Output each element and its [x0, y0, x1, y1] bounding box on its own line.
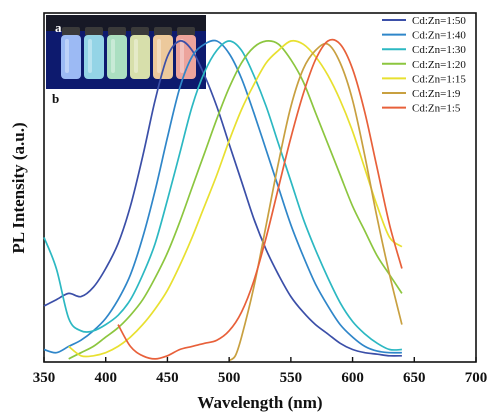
vial-body: [176, 35, 196, 79]
vial-body: [84, 35, 104, 79]
vial-cap: [177, 27, 195, 36]
vial-body: [61, 35, 81, 79]
legend: Cd:Zn=1:50 Cd:Zn=1:40 Cd:Zn=1:30 Cd:Zn=1:20…: [382, 15, 466, 115]
x-tick-label: 400: [94, 370, 117, 386]
plot-frame: [43, 12, 477, 363]
panel-label-b: b: [52, 91, 59, 106]
legend-entry: Cd:Zn=1:40: [412, 30, 466, 42]
vial-highlight: [65, 39, 69, 73]
legend-entry: Cd:Zn=1:15: [412, 73, 466, 85]
series-line-6: [228, 42, 403, 362]
legend-entry: Cd:Zn=1:50: [412, 15, 466, 27]
vial-body: [153, 35, 173, 79]
vial-cap: [62, 27, 80, 36]
x-tick-label: 700: [465, 370, 488, 386]
vial-cap: [85, 27, 103, 36]
series-line-1: [43, 40, 402, 357]
x-axis-ticks: 350 400 450 500 550 600 650 700: [33, 357, 488, 386]
x-tick-label: 650: [403, 370, 426, 386]
vial-highlight: [157, 39, 161, 73]
legend-entry: Cd:Zn=1:5: [412, 103, 461, 115]
x-tick-label: 450: [156, 370, 179, 386]
x-tick-label: 500: [218, 370, 241, 386]
vial-highlight: [111, 39, 115, 73]
vial-cap: [131, 27, 149, 36]
series-line-4: [68, 39, 403, 360]
inset-photo: [46, 15, 206, 89]
series-line-2: [43, 39, 402, 354]
vial-cap: [154, 27, 172, 36]
vial-cap: [108, 27, 126, 36]
panel-label-a: a: [55, 20, 62, 35]
vial-highlight: [88, 39, 92, 73]
vial-highlight: [180, 39, 184, 73]
legend-entry: Cd:Zn=1:30: [412, 44, 466, 56]
x-axis-label: Wavelength (nm): [197, 393, 322, 412]
series-layer: [43, 38, 403, 362]
vial-highlight: [134, 39, 138, 73]
x-tick-label: 350: [33, 370, 56, 386]
series-line-5: [68, 39, 403, 358]
legend-entry: Cd:Zn=1:20: [412, 59, 466, 71]
vial-body: [130, 35, 150, 79]
vial-body: [107, 35, 127, 79]
series-line-7: [117, 38, 403, 360]
x-tick-label: 600: [341, 370, 364, 386]
legend-entry: Cd:Zn=1:9: [412, 88, 461, 100]
x-tick-label: 550: [280, 370, 303, 386]
y-axis-label: PL Intensity (a.u.): [9, 122, 28, 253]
series-line-3: [43, 40, 402, 351]
